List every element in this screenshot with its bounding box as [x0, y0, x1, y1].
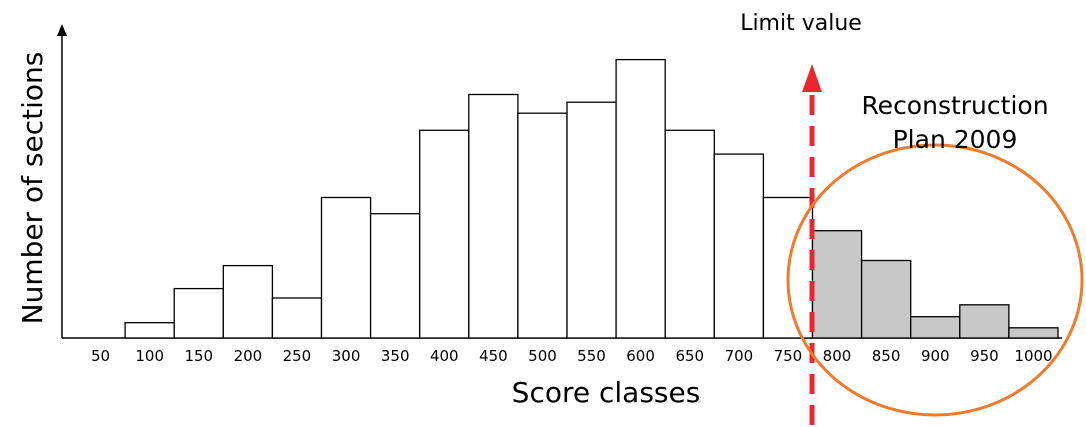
y-axis-title: Number of sections: [16, 52, 49, 325]
reconstruction-plan-label-line2: Plan 2009: [893, 125, 1018, 154]
x-tick-label: 300: [332, 347, 361, 365]
bars-group: [124, 58, 1059, 339]
x-tick-label: 400: [430, 347, 459, 365]
histogram-bar: [664, 129, 715, 339]
x-tick-label: 500: [528, 347, 557, 365]
x-tick-label: 50: [91, 347, 110, 365]
histogram-bar: [173, 287, 224, 339]
x-tick-label: 250: [283, 347, 312, 365]
x-tick-label: 850: [872, 347, 901, 365]
limit-value-label: Limit value: [740, 11, 862, 36]
x-tick-label: 950: [970, 347, 999, 365]
histogram-bar: [713, 153, 765, 339]
x-tick-label: 150: [184, 347, 213, 365]
histogram-bar: [959, 304, 1010, 339]
x-axis-title: Score classes: [512, 376, 701, 409]
reconstruction-plan-label-line1: Reconstruction: [861, 91, 1048, 120]
histogram-bar: [811, 230, 863, 339]
histogram-bar: [1008, 327, 1059, 339]
histogram-bar: [419, 129, 470, 339]
x-tick-label: 350: [381, 347, 410, 365]
x-tick-label: 100: [135, 347, 164, 365]
x-tick-label: 650: [675, 347, 704, 365]
histogram-bar: [860, 259, 912, 339]
histogram-bar: [566, 101, 617, 339]
x-tick-label: 550: [577, 347, 606, 365]
x-tick-label: 800: [823, 347, 852, 365]
reconstruction-plan-ellipse: [786, 143, 1084, 417]
histogram-bar: [910, 316, 961, 339]
histogram-bar: [222, 264, 274, 339]
x-tick-label: 700: [725, 347, 754, 365]
histogram-bar: [124, 322, 175, 339]
histogram-bar: [271, 297, 323, 339]
x-tick-label: 900: [921, 347, 950, 365]
y-axis-arrow: [57, 24, 67, 36]
histogram-bar: [468, 93, 519, 339]
histogram-bar: [615, 58, 666, 339]
histogram-bar: [369, 213, 421, 339]
histogram-bar: [517, 112, 568, 339]
limit-value-arrow: [802, 64, 822, 92]
x-tick-label: 200: [234, 347, 263, 365]
x-tick-label: 450: [479, 347, 508, 365]
histogram-bar: [320, 196, 372, 339]
x-tick-label: 750: [774, 347, 803, 365]
x-tick-labels: 50 100 150 200 250 300 350 400 450 500 550 600 650 70…: [91, 347, 1053, 365]
x-tick-label: 600: [626, 347, 655, 365]
x-tick-label: 1000: [1014, 347, 1052, 365]
